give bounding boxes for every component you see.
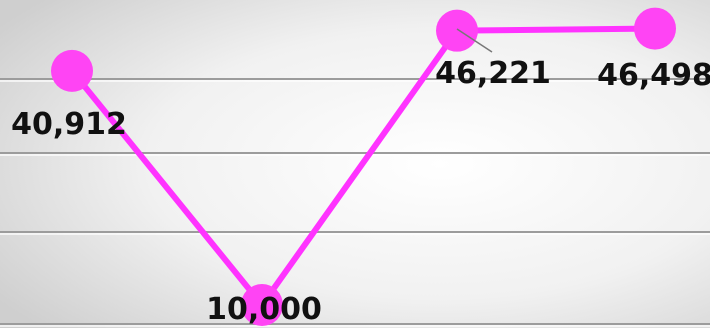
leader-line-3: [456, 28, 493, 53]
data-label-4: 46,498: [597, 58, 710, 93]
data-label-3: 46,221: [435, 56, 551, 91]
gridlines: [0, 78, 710, 327]
data-point-4: [634, 7, 676, 50]
series-line-layer: [69, 25, 658, 308]
markers: [51, 7, 676, 326]
series-line: [69, 25, 658, 308]
data-label-1: 40,912: [11, 107, 127, 142]
data-point-1: [51, 49, 93, 92]
data-label-2: 10,000: [206, 292, 322, 327]
data-point-3: [436, 9, 478, 52]
data-point-2: [241, 284, 283, 326]
leader-lines: [456, 28, 493, 53]
data-labels: 40,912 10,000 46,221 46,498: [11, 56, 710, 327]
